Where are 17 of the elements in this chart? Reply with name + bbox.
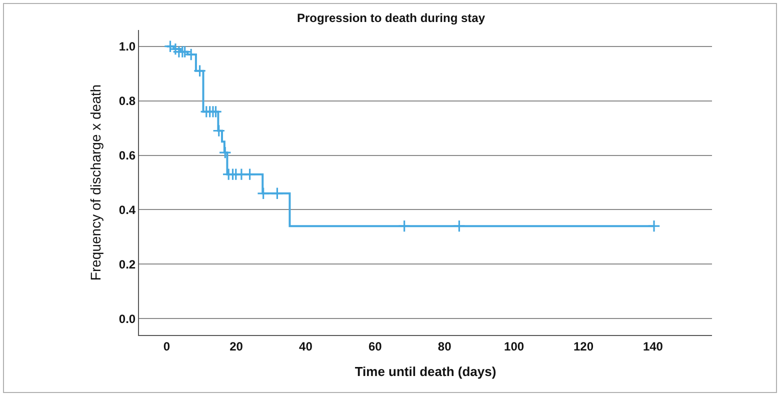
x-tick-label: 60 [368, 339, 382, 354]
x-tick-label: 80 [438, 339, 452, 354]
x-tick-label: 0 [163, 339, 170, 354]
x-axis-title: Time until death (days) [354, 364, 496, 379]
x-tick-label: 140 [642, 339, 664, 354]
y-tick-label: 0.0 [118, 312, 136, 326]
x-tick-label: 40 [299, 339, 313, 354]
y-tick-label: 1.0 [118, 40, 136, 54]
x-tick-label: 100 [504, 339, 524, 354]
y-tick-label: 0.6 [118, 148, 136, 162]
y-tick-label: 0.8 [118, 94, 136, 108]
chart-title: Progression to death during stay [296, 11, 486, 26]
y-tick-label: 0.4 [118, 202, 136, 217]
x-tick-label: 20 [230, 339, 244, 354]
y-tick-label: 0.2 [118, 257, 136, 272]
y-axis-title: Frequency of discharge x death [88, 84, 104, 281]
x-tick-label: 120 [573, 339, 594, 354]
